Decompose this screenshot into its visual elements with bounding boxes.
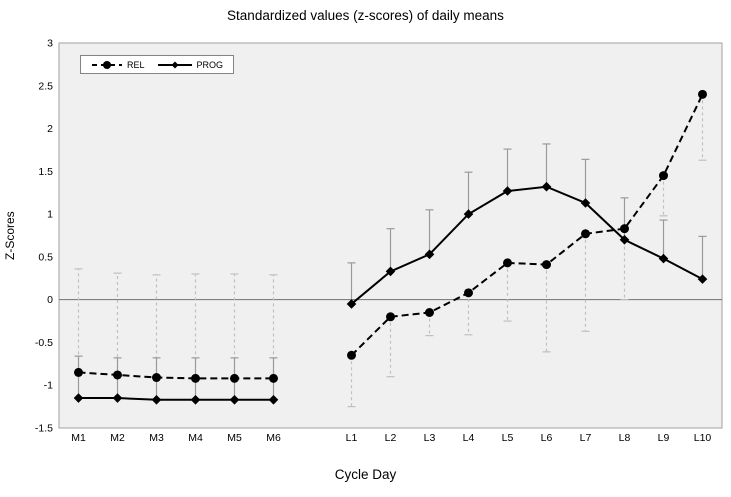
y-tick-label: -1: [44, 380, 53, 392]
x-tick-label: M5: [227, 432, 242, 444]
legend: REL PROG: [80, 55, 235, 74]
prog-data-point: [385, 266, 396, 277]
y-tick-label: 1: [47, 209, 53, 221]
prog-data-point: [580, 198, 591, 208]
prog-data-point: [73, 393, 84, 403]
prog-data-point: [619, 234, 630, 245]
prog-data-point: [463, 209, 474, 219]
prog-data-point: [229, 394, 240, 405]
prog-data-point: [424, 249, 435, 260]
y-tick-label: 2: [47, 123, 53, 135]
rel-data-point: [425, 308, 434, 317]
x-tick-label: L5: [502, 432, 514, 444]
prog-data-point: [697, 274, 708, 284]
x-tick-label: L4: [463, 432, 475, 444]
prog-data-point: [346, 299, 357, 309]
x-axis-title: Cycle Day: [334, 467, 397, 482]
prog-data-point: [658, 253, 669, 264]
rel-data-point: [542, 260, 551, 270]
rel-data-point: [152, 373, 161, 383]
x-tick-label: M6: [266, 432, 281, 444]
x-tick-label: M4: [188, 432, 203, 444]
rel-data-point: [464, 288, 473, 298]
y-tick-label: 0: [47, 294, 53, 306]
prog-data-point: [268, 394, 279, 405]
rel-data-point: [386, 312, 395, 322]
rel-data-point: [347, 350, 356, 360]
legend-label-prog: PROG: [196, 59, 224, 70]
x-tick-label: L1: [346, 432, 358, 444]
x-tick-label: L3: [424, 432, 436, 444]
x-tick-label: L7: [580, 432, 592, 444]
rel-data-point: [230, 373, 239, 383]
prog-data-point: [502, 186, 513, 196]
prog-line: [78, 397, 274, 401]
rel-line: [350, 93, 704, 356]
x-tick-label: L2: [385, 432, 397, 444]
rel-data-point: [581, 229, 590, 239]
x-tick-label: M1: [71, 432, 86, 444]
rel-data-point: [191, 373, 200, 383]
legend-label-rel: REL: [127, 59, 145, 70]
prog-line-sample-icon: [157, 61, 192, 68]
y-tick-label: -1.5: [35, 423, 53, 435]
prog-data-point: [541, 181, 552, 192]
legend-item-rel: REL: [91, 60, 145, 70]
rel-data-point: [269, 373, 278, 383]
rel-data-point: [113, 370, 122, 380]
x-tick-label: L9: [658, 432, 670, 444]
y-tick-label: 0.5: [38, 251, 53, 263]
prog-line: [350, 185, 703, 305]
rel-data-point: [620, 224, 629, 234]
rel-data-point: [698, 89, 707, 99]
prog-data-point: [151, 394, 162, 405]
y-tick-label: -0.5: [35, 337, 53, 349]
legend-item-prog: PROG: [157, 59, 224, 70]
prog-data-point: [190, 394, 201, 405]
y-tick-label: 3: [47, 38, 53, 50]
rel-data-point: [659, 171, 668, 181]
y-tick-label: 2.5: [38, 80, 53, 92]
x-tick-label: L6: [541, 432, 553, 444]
x-tick-label: M2: [110, 432, 125, 444]
rel-data-point: [503, 258, 512, 268]
y-tick-label: 1.5: [38, 166, 53, 178]
x-tick-label: L10: [694, 432, 712, 444]
x-tick-label: L8: [619, 432, 631, 444]
rel-line-sample-icon: [92, 60, 122, 69]
x-tick-label: M3: [149, 432, 164, 444]
prog-data-point: [112, 393, 123, 403]
chart-title: Standardized values (z-scores) of daily …: [227, 8, 504, 23]
rel-data-point: [74, 367, 83, 377]
